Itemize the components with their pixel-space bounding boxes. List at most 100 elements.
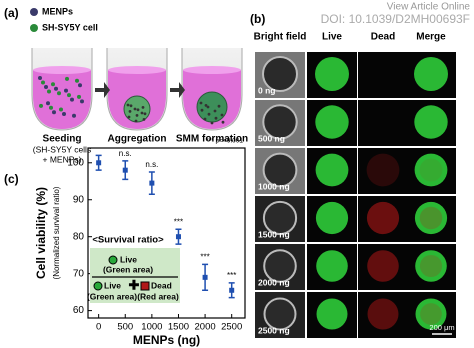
- x-tick-label: 1500: [168, 322, 189, 333]
- column-header: Live: [322, 32, 342, 43]
- x-axis-label: MENPs (ng): [133, 333, 200, 347]
- cell: [75, 78, 79, 83]
- y-tick-label: 70: [73, 268, 85, 279]
- dot: [135, 114, 139, 117]
- row-label: 0 ng: [258, 85, 275, 95]
- cell: [54, 86, 58, 91]
- micrograph: [358, 52, 408, 98]
- micrograph: [358, 100, 408, 146]
- significance: n.s.: [145, 160, 158, 169]
- header-link[interactable]: View Article Online: [387, 2, 471, 13]
- significance: n.s.: [119, 149, 132, 158]
- cell: [41, 80, 45, 85]
- spheroid-bf: [262, 200, 298, 236]
- dot: [200, 108, 204, 112]
- x-tick-label: 2000: [195, 322, 216, 333]
- spheroid-bf: [262, 104, 298, 140]
- spheroid-live: [315, 201, 349, 235]
- spheroid-live: [415, 250, 447, 282]
- spheroid-dead: [420, 303, 442, 325]
- dot: [203, 117, 207, 121]
- step-note: + MENPs): [43, 154, 82, 164]
- row-label: 2500 ng: [258, 325, 290, 335]
- column-header: Merge: [416, 32, 446, 43]
- cell: [65, 76, 69, 81]
- dot: [220, 113, 224, 117]
- spheroid-live: [315, 153, 349, 187]
- significance: ***: [174, 217, 183, 226]
- point: [202, 274, 208, 280]
- dot: [206, 105, 210, 109]
- scale-label: 200 μm: [429, 323, 454, 332]
- x-tick-label: 2500: [221, 322, 242, 333]
- spheroid-bf: [263, 297, 297, 331]
- spheroid-live: [414, 105, 448, 139]
- y-tick-label: 100: [67, 157, 84, 168]
- cell: [70, 97, 74, 102]
- step-title: SMM formation: [176, 134, 248, 145]
- row-label: 1000 ng: [258, 181, 290, 191]
- dot: [221, 120, 225, 124]
- menp-icon: [30, 8, 38, 16]
- dot: [140, 111, 144, 115]
- dot: [210, 121, 214, 125]
- cell: [78, 83, 82, 88]
- panel-label: (a): [4, 6, 19, 20]
- x-tick-label: 1000: [141, 322, 162, 333]
- cell: [77, 94, 81, 99]
- cell: [39, 103, 43, 108]
- row-label: 1500 ng: [258, 229, 290, 239]
- dot: [217, 104, 221, 108]
- spheroid-live: [316, 250, 348, 282]
- icon-live: [108, 255, 118, 265]
- cell: [57, 91, 61, 96]
- dot: [143, 112, 147, 116]
- spheroid-bf: [262, 56, 298, 92]
- inset-den-sub: (Green area): [87, 291, 137, 301]
- cell: [62, 112, 66, 116]
- spheroid-live: [414, 57, 448, 91]
- micrograph: [358, 292, 408, 338]
- y-axis-sublabel: (Normalized survival ratio): [52, 186, 61, 279]
- panel-b: (b) Bright field Live Dead Merge 0 ng 500 ng 10…: [250, 12, 456, 338]
- spheroid-live: [316, 298, 348, 330]
- cell: [44, 85, 48, 89]
- panel-label: (b): [250, 12, 265, 26]
- cell: [67, 93, 71, 98]
- inset-box: [90, 248, 180, 303]
- spheroid: [196, 91, 228, 123]
- point: [149, 180, 155, 186]
- panel-label: (c): [4, 172, 19, 186]
- row-label: 2000 ng: [258, 277, 290, 287]
- dot: [126, 103, 130, 107]
- y-tick-label: 90: [73, 194, 85, 205]
- spheroid-dead: [366, 153, 400, 187]
- inset-num-sub: (Green area): [103, 264, 153, 274]
- spheroid-dead: [366, 201, 400, 235]
- dot: [136, 108, 140, 112]
- inset-num: Live: [120, 254, 137, 264]
- spheroid-live: [415, 298, 447, 330]
- plot-frame: [87, 147, 246, 319]
- dot: [127, 115, 131, 119]
- spheroid-live: [414, 153, 448, 187]
- x-tick-label: 0: [96, 322, 101, 333]
- legend-label: SH-SY5Y cell: [42, 22, 98, 32]
- column-header: Bright field: [254, 32, 307, 43]
- plus: ✚: [129, 277, 140, 292]
- cell: [38, 76, 42, 80]
- dot: [129, 104, 133, 108]
- point: [122, 167, 128, 173]
- y-tick-label: 60: [73, 305, 85, 316]
- dot: [141, 106, 145, 109]
- header-doi: DOI: 10.1039/D2MH00693F: [321, 12, 470, 26]
- spheroid-bf: [262, 152, 298, 188]
- x-tick-label: 500: [117, 322, 133, 333]
- point: [96, 160, 102, 166]
- spheroid-dead: [367, 298, 399, 330]
- cell: [49, 105, 53, 110]
- medium: [33, 70, 91, 129]
- spheroid-dead: [419, 254, 443, 278]
